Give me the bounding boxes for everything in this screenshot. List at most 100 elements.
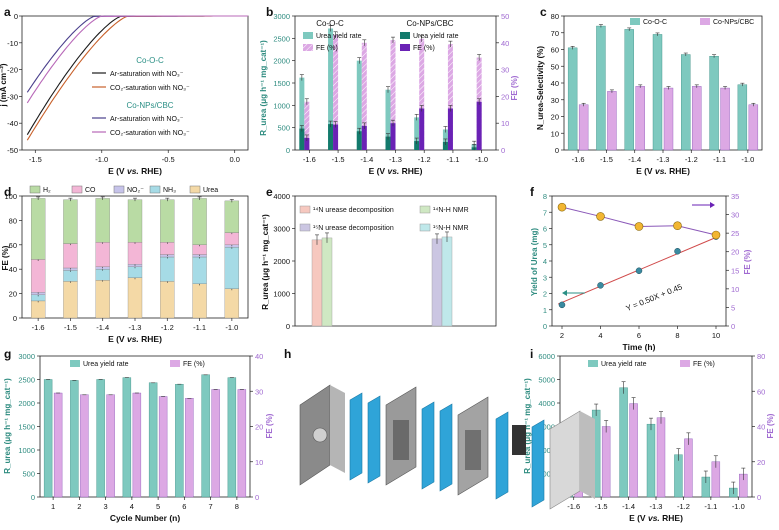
panel-d-bar [127,242,143,265]
panel-c-x-tick-label: -1.2 [685,155,698,164]
panel-e-y-tick-label: 3000 [273,225,290,234]
panel-b-bar [299,77,305,150]
panel-g-legend-0-label: Urea yield rate [83,361,129,368]
panel-f-arrow-left-head [562,290,567,296]
panel-d-y-tick-label: 60 [9,241,17,250]
panel-a-ytick-label: -20 [7,66,18,75]
panel-d-bar [224,247,240,289]
panel-c-legend-1-swatch [700,18,710,25]
panel-f-yield-point [558,301,566,309]
panel-g-x-tick-label: 8 [235,502,239,511]
panel-c-legend-0-swatch [630,18,640,25]
panel-b-bar [414,117,420,150]
panel-a-ytick-label: -50 [7,146,18,155]
panel-c-x-tick-label: -1.6 [572,155,585,164]
panel-d-bar [95,198,110,243]
panel-i-y-tick-label: 2000 [538,446,555,455]
panel-i-y2-tick-label: 60 [757,387,765,396]
panel-f-y-tick-label: 7 [543,208,547,217]
panel-e-legend-2-swatch [299,223,311,232]
panel-f-y2-tick-label: 5 [731,303,735,312]
panel-f-y2-tick-label: 30 [731,211,739,220]
panel-e-bar [321,237,333,327]
panel-b-x-tick-label: -1.1 [446,155,459,164]
panel-g-y-tick-label: 2000 [18,399,35,408]
panel-label-i: i [530,347,533,361]
panel-b-y-tick-label: 2000 [273,57,290,66]
panel-i-y-tick-label: 6000 [538,352,555,361]
panel-d-bar [160,242,175,255]
panel-c-legend-0-label: Co-O-C [643,19,667,26]
panel-c-bar-conps [692,86,702,151]
panel-b-y-tick-label: 1000 [273,101,290,110]
panel-b-y2-tick-label: 10 [501,119,509,128]
panel-i-legend-1-swatch [680,360,690,367]
panel-i-x-tick-label: -1.4 [622,502,635,511]
panel-i-y-tick-label: 4000 [538,399,555,408]
panel-d-bar [95,280,110,319]
panel-i-y2-tick-label: 0 [757,493,761,502]
panel-b-bar [356,60,362,150]
panel-f-xtick-label: 10 [712,331,720,340]
panel-d-legend-1-label: CO [85,187,96,194]
panel-b-legend-0-swatch [303,32,313,39]
panel-label-b: b [266,5,273,19]
panel-g-ylabel: R_urea (μg h⁻¹ mg_cat⁻¹) [3,378,12,474]
panel-f-fe-line [561,206,717,236]
panel-b-bar [447,44,453,150]
panel-c-y-tick-label: 0 [555,146,559,155]
x-axis-label: E (V vs. RHE) [369,166,423,176]
panel-g-bar-yield [227,377,237,498]
panel-b-legend-3-swatch [400,44,410,51]
panel-f-y2-tick-label: 10 [731,285,739,294]
panel-c-frame [563,15,763,151]
panel-i-y2-tick-label: 40 [757,423,765,432]
panel-b-bar [304,101,310,150]
panel-c-ylabel: N_urea-Selectivity (%) [536,46,545,130]
panel-b-bar [385,136,391,150]
panel-d-y-tick-label: 0 [13,314,17,323]
panel-f-y2-tick-label: 0 [731,322,735,331]
panel-c-x-tick-label: -1.0 [741,155,754,164]
x-axis-label: E (V vs. RHE) [108,166,162,176]
panel-c-bar-cooc [624,29,634,151]
panel-f-y2-tick-label: 15 [731,266,739,275]
panel-i-x-tick-label: -1.6 [567,502,580,511]
panel-d-bar [160,199,175,243]
panel-f-annotation: Y = 0.50X + 0.45 [625,282,684,313]
panel-f-y-tick-label: 4 [543,257,547,266]
panel-a-ytick-label: -30 [7,92,18,101]
panel-g-y-tick-label: 3000 [18,352,35,361]
panel-b-bar [390,40,396,151]
panel-b-bar [476,101,482,150]
panel-e-legend-1-swatch [419,205,431,214]
panel-g-legend-0-swatch [70,360,80,367]
panel-a-legend-label: CO₂-saturation with NO₃⁻ [110,130,190,137]
panel-i-y-tick-label: 3000 [538,423,555,432]
panel-b-y2-tick-label: 0 [501,146,505,155]
panel-a-legend-group: Co-O-C [136,56,164,65]
panel-b-bar [414,141,420,150]
panel-b-legend-2-swatch [400,32,410,39]
panel-g-bar-fe [80,394,89,498]
panel-e-y-tick-label: 2000 [273,257,290,266]
panel-d-legend-2-label: NO₂⁻ [127,187,144,194]
panel-g-bar-fe [158,396,168,498]
panel-f-xlabel: Time (h) [623,342,656,352]
x-axis-label: E (V vs. RHE) [636,166,690,176]
panel-c-y-tick-label: 50 [551,62,559,71]
panel-c-y-tick-label: 70 [551,29,559,38]
panel-d-x-tick-label: -1.0 [225,323,238,332]
panel-d-bar [30,300,46,319]
panel-i-x-tick-label: -1.3 [650,502,663,511]
panel-c-bar-conps [578,104,589,151]
panel-a-ylabel: j (mA cm⁻²) [0,63,8,107]
panel-d-bar [160,281,175,319]
panel-f-fe-point [557,202,567,212]
panel-e-y-tick-label: 1000 [273,290,290,299]
panel-f-fe-point [711,230,721,240]
panel-i-x-tick-label: -1.0 [732,502,745,511]
panel-e-ylabel: R_urea (μg h⁻¹ mg_cat⁻¹) [261,214,270,310]
panel-e-y-tick-label: 4000 [273,192,290,201]
